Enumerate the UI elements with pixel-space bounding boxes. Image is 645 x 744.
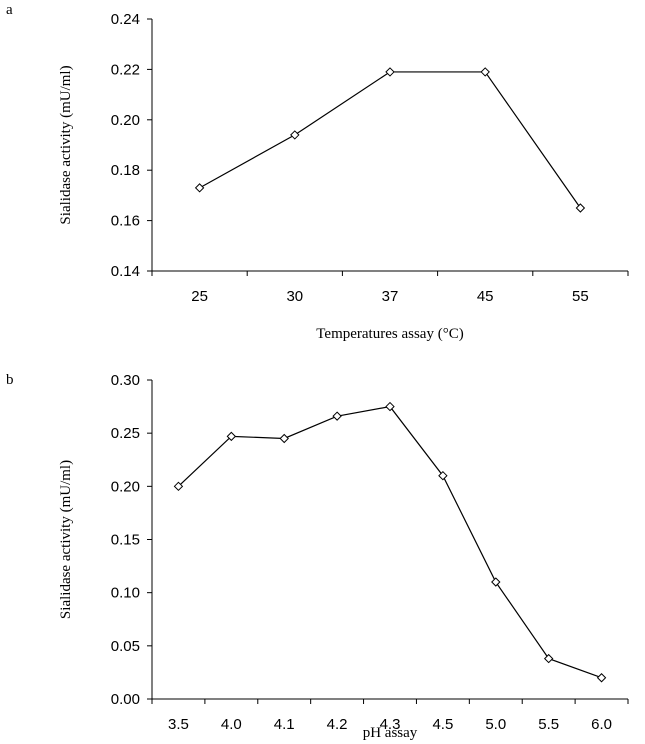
x-tick-label-b: 6.0 [591, 716, 612, 733]
y-tick-label-b: 0.25 [111, 425, 140, 442]
x-tick-label-b: 5.0 [485, 716, 506, 733]
series-line-b [178, 405, 602, 679]
series-line-a [199, 71, 581, 209]
y-tick-label-b: 0.10 [111, 585, 140, 602]
x-tick-label-a: 25 [191, 288, 208, 305]
y-tick-label-a: 0.16 [111, 213, 140, 230]
data-point-a [480, 67, 490, 77]
x-tick-label-b: 4.1 [274, 716, 295, 733]
data-point-b [173, 481, 184, 492]
data-point-b [226, 431, 237, 442]
data-point-b [596, 673, 607, 683]
y-tick-label-b: 0.20 [111, 478, 140, 495]
y-tick-label-a: 0.20 [111, 112, 140, 129]
y-tick-label-b: 0.05 [111, 638, 140, 655]
data-point-b [491, 577, 501, 587]
data-point-a [385, 67, 395, 77]
x-tick-label-b: 4.3 [380, 716, 401, 733]
data-point-b [332, 411, 342, 421]
data-point-b [438, 470, 448, 481]
data-point-a [290, 130, 300, 140]
y-axis-title-b: Sialidase activity (mU/ml) [58, 460, 74, 619]
x-tick-label-a: 45 [477, 288, 494, 305]
data-point-a [575, 203, 586, 213]
y-tick-label-a: 0.14 [111, 263, 140, 280]
y-tick-label-a: 0.24 [111, 11, 140, 28]
x-tick-label-b: 3.5 [168, 716, 189, 733]
panel-label-b: b [6, 372, 14, 388]
x-axis-title-a: Temperatures assay (°C) [316, 326, 463, 342]
x-tick-label-b: 5.5 [538, 716, 559, 733]
x-tick-label-b: 4.0 [221, 716, 242, 733]
x-tick-label-a: 30 [286, 288, 303, 305]
data-point-b [543, 653, 554, 664]
x-axis-title-b: pH assay [363, 725, 418, 741]
y-axis-title-a: Sialidase activity (mU/ml) [58, 65, 74, 224]
y-tick-label-a: 0.18 [111, 162, 140, 179]
x-tick-label-a: 37 [382, 288, 399, 305]
data-point-b [279, 433, 289, 444]
y-tick-label-b: 0.00 [111, 691, 140, 708]
panel-label-a: a [6, 2, 13, 18]
x-tick-label-b: 4.2 [327, 716, 348, 733]
x-tick-label-a: 55 [572, 288, 589, 305]
x-tick-label-b: 4.5 [432, 716, 453, 733]
y-tick-label-a: 0.22 [111, 61, 140, 78]
data-point-b [385, 401, 395, 412]
y-tick-label-b: 0.15 [111, 532, 140, 549]
y-tick-label-b: 0.30 [111, 372, 140, 389]
data-point-a [194, 183, 205, 193]
